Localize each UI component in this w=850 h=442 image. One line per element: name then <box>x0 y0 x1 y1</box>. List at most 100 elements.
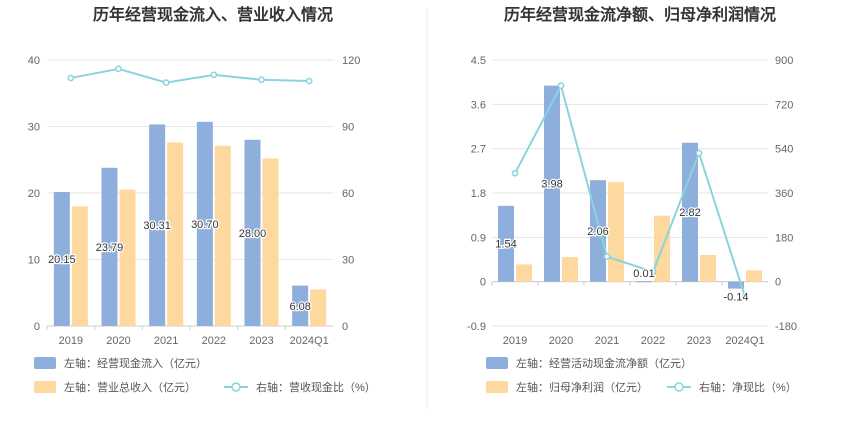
bar-series-2 <box>516 264 532 282</box>
legend-label: 左轴：归母净利润（亿元） <box>516 380 648 394</box>
legend-label: 右轴：营收现金比（%） <box>256 380 376 394</box>
line-point <box>162 79 170 86</box>
x-axis-tick-label: 2024Q1 <box>725 335 764 347</box>
x-axis-tick-label: 2022 <box>202 335 226 347</box>
right-axis-tick-label: 900 <box>775 55 793 67</box>
left-axis-tick-label: 2.7 <box>471 144 486 156</box>
legend-label: 左轴：经营活动现金流净额（亿元） <box>516 356 692 370</box>
left-axis-tick-label: 10 <box>28 255 40 267</box>
legend-label: 右轴：净现比（%） <box>699 380 797 394</box>
x-axis-tick-label: 2023 <box>249 335 273 347</box>
line-point <box>649 268 657 276</box>
line-point <box>67 74 75 82</box>
x-axis-tick-label: 2019 <box>503 335 527 347</box>
left-axis-tick-label: 4.5 <box>471 55 486 67</box>
bar-series-2 <box>214 145 231 326</box>
right-axis-tick-label: 0 <box>342 321 348 333</box>
legend-swatch-bar-1 <box>34 357 56 369</box>
bar-series-1 <box>292 285 309 326</box>
chart-title: 历年经营现金流净额、归母净利润情况 <box>504 5 776 24</box>
bar-data-label: 23.79 <box>96 242 124 254</box>
left-axis-tick-label: 30 <box>28 122 40 134</box>
line-point <box>511 169 519 177</box>
bar-series-2 <box>608 182 624 282</box>
x-axis-tick-label: 2019 <box>59 335 83 347</box>
bar-series-2 <box>119 189 136 326</box>
bar-data-label: 3.98 <box>541 179 562 191</box>
line-point <box>258 76 265 84</box>
line-series <box>70 67 310 84</box>
chart-title: 历年经营现金流入、营业收入情况 <box>93 5 333 24</box>
bar-data-label: -0.14 <box>723 292 748 304</box>
legend-swatch-bar-2 <box>486 381 508 393</box>
bar-data-label: 0.01 <box>633 268 654 280</box>
x-axis-tick-label: 2020 <box>106 335 130 347</box>
bar-series-1 <box>728 281 744 289</box>
bar-series-1 <box>682 142 698 282</box>
right-axis-tick-label: -180 <box>775 321 797 333</box>
left-axis-tick-label: 0.9 <box>471 232 486 244</box>
left-axis-tick-label: 40 <box>28 55 40 67</box>
bar-series-2 <box>700 255 716 282</box>
chart-cash-inflow-revenue: 历年经营现金流入、营业收入情况 0 0 10 30 20 60 30 90 40 120 2019 20… <box>28 5 376 394</box>
bar-series-1 <box>101 167 118 326</box>
left-axis-tick-label: -0.9 <box>467 321 486 333</box>
bar-series-1 <box>244 139 261 326</box>
bar-data-label: 2.06 <box>587 226 608 238</box>
right-axis-tick-label: 540 <box>775 144 793 156</box>
right-axis-tick-label: 90 <box>342 122 354 134</box>
bar-series-1 <box>498 205 514 282</box>
bar-series-1 <box>636 281 652 283</box>
x-axis-tick-label: 2024Q1 <box>290 335 329 347</box>
x-axis-tick-label: 2021 <box>595 335 619 347</box>
x-axis-tick-label: 2022 <box>641 335 665 347</box>
line-point <box>557 82 565 89</box>
x-axis-tick-label: 2023 <box>687 335 711 347</box>
legend-swatch-bar-1 <box>486 357 508 369</box>
x-axis-tick-label: 2021 <box>154 335 178 347</box>
bar-series-2 <box>167 142 184 326</box>
line-point <box>603 253 611 260</box>
bar-data-label: 2.82 <box>679 207 700 219</box>
line-point <box>305 77 313 85</box>
left-axis-tick-label: 0 <box>34 321 40 333</box>
legend-label: 左轴：营业总收入（亿元） <box>64 380 196 394</box>
bar-data-label: 20.15 <box>48 254 76 266</box>
bar-data-label: 1.54 <box>495 239 516 251</box>
right-axis-tick-label: 0 <box>775 277 781 289</box>
bar-data-label: 6.08 <box>289 301 310 313</box>
bar-series-1 <box>53 192 70 326</box>
legend-swatch-line-marker <box>674 382 684 392</box>
right-axis-tick-label: 60 <box>342 188 354 200</box>
right-axis-tick-label: 120 <box>342 55 360 67</box>
right-axis-tick-label: 30 <box>342 255 354 267</box>
line-point <box>741 293 749 301</box>
bar-series-2 <box>746 270 762 282</box>
legend-label: 左轴：经营现金流入（亿元） <box>64 356 207 370</box>
bar-series-2 <box>262 158 279 326</box>
right-axis-tick-label: 360 <box>775 188 793 200</box>
bar-series-1 <box>544 85 560 282</box>
legend-swatch-bar-2 <box>34 381 56 393</box>
left-axis-tick-label: 1.8 <box>471 188 486 200</box>
left-axis-tick-label: 3.6 <box>471 99 486 111</box>
left-axis-tick-label: 0 <box>480 277 486 289</box>
line-series <box>514 82 746 297</box>
bar-series-1 <box>196 121 213 326</box>
line-point <box>115 65 122 73</box>
left-axis-tick-label: 20 <box>28 188 40 200</box>
line-point <box>210 71 218 79</box>
bar-series-2 <box>562 257 578 282</box>
bar-series-2 <box>71 206 88 326</box>
x-axis-tick-label: 2020 <box>549 335 573 347</box>
line-point <box>695 149 703 157</box>
legend-swatch-line-marker <box>231 382 241 392</box>
bar-data-label: 28.00 <box>239 228 267 240</box>
bar-data-label: 30.70 <box>191 219 219 231</box>
bar-data-label: 30.31 <box>143 220 171 232</box>
chart-net-cashflow-profit: 历年经营现金流净额、归母净利润情况 -0.9 -180 0 0 0.9 180 1.8 360 2… <box>467 5 797 394</box>
right-axis-tick-label: 180 <box>775 232 793 244</box>
bar-series-2 <box>310 289 327 326</box>
